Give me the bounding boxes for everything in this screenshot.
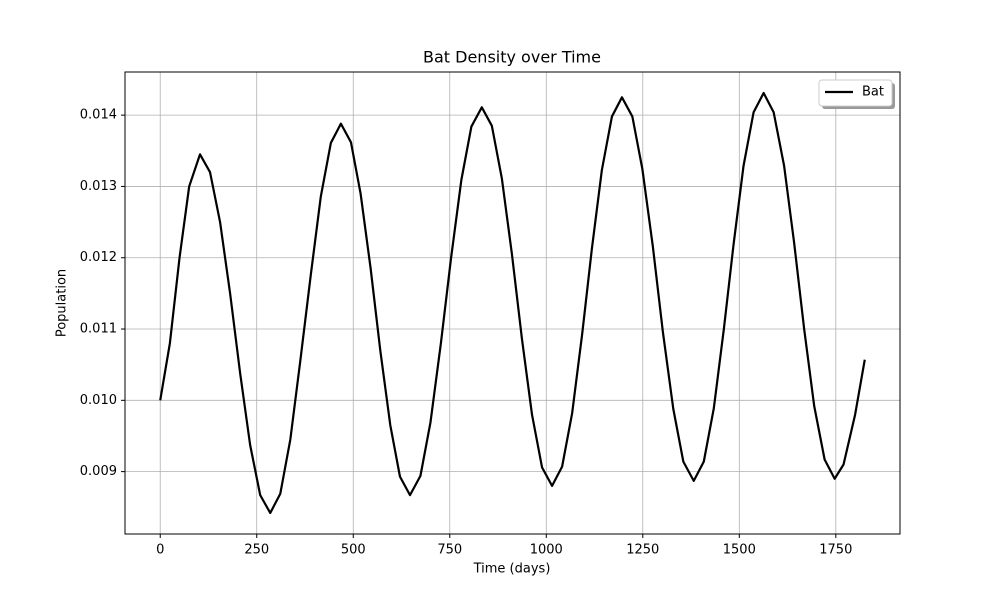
x-tick-label: 1500: [723, 543, 756, 558]
plot-frame: [124, 71, 901, 535]
y-tick-label: 0.014: [80, 108, 117, 123]
y-tick-label: 0.010: [80, 393, 117, 408]
x-tick-label: 750: [437, 543, 462, 558]
y-tick-label: 0.009: [80, 464, 117, 479]
y-tick-label: 0.012: [80, 250, 117, 265]
data-line: [159, 91, 866, 515]
y-tick-label: 0.011: [80, 322, 117, 337]
x-tick-label: 500: [341, 543, 366, 558]
legend-label: Bat: [862, 85, 884, 100]
x-tick-label: 250: [244, 543, 269, 558]
legend-box: [818, 79, 893, 107]
x-tick-label: 1750: [819, 543, 852, 558]
y-axis-label: Population: [55, 269, 70, 337]
x-axis-label: Time (days): [473, 562, 551, 577]
x-tick-label: 1250: [626, 543, 659, 558]
x-tick-label: 0: [156, 543, 164, 558]
chart-title: Bat Density over Time: [423, 48, 601, 67]
x-tick-label: 1000: [530, 543, 563, 558]
y-tick-label: 0.013: [80, 179, 117, 194]
